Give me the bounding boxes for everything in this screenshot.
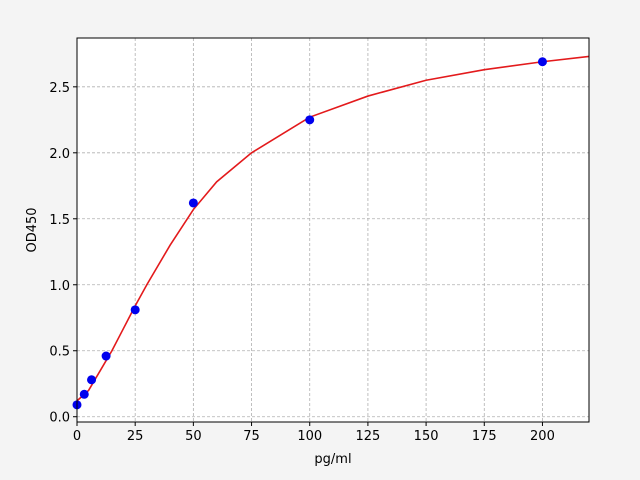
data-point (305, 115, 315, 125)
y-tick-label: 2.5 (49, 81, 70, 96)
x-tick-label: 75 (243, 429, 260, 444)
data-point (188, 198, 198, 208)
x-tick-label: 200 (530, 429, 555, 444)
y-tick-label: 2.0 (49, 147, 70, 162)
y-tick-label: 1.5 (49, 213, 70, 228)
x-axis-label: pg/ml (314, 452, 351, 467)
y-tick-label: 0.5 (49, 345, 70, 360)
data-point (537, 57, 547, 67)
x-tick-label: 0 (73, 429, 81, 444)
y-tick-label: 1.0 (49, 279, 70, 294)
y-axis-label: OD450 (25, 207, 40, 252)
plot-area (77, 38, 589, 422)
data-point (87, 375, 97, 385)
x-tick-label: 50 (185, 429, 202, 444)
data-point (101, 351, 111, 361)
data-point (130, 305, 140, 315)
plot-frame (76, 37, 590, 423)
data-point (79, 389, 89, 399)
x-tick-label: 25 (127, 429, 144, 444)
y-tick-label: 0.0 (49, 411, 70, 426)
x-tick-label: 150 (414, 429, 439, 444)
x-tick-label: 100 (297, 429, 322, 444)
x-tick-label: 125 (355, 429, 380, 444)
x-tick-label: 175 (472, 429, 497, 444)
